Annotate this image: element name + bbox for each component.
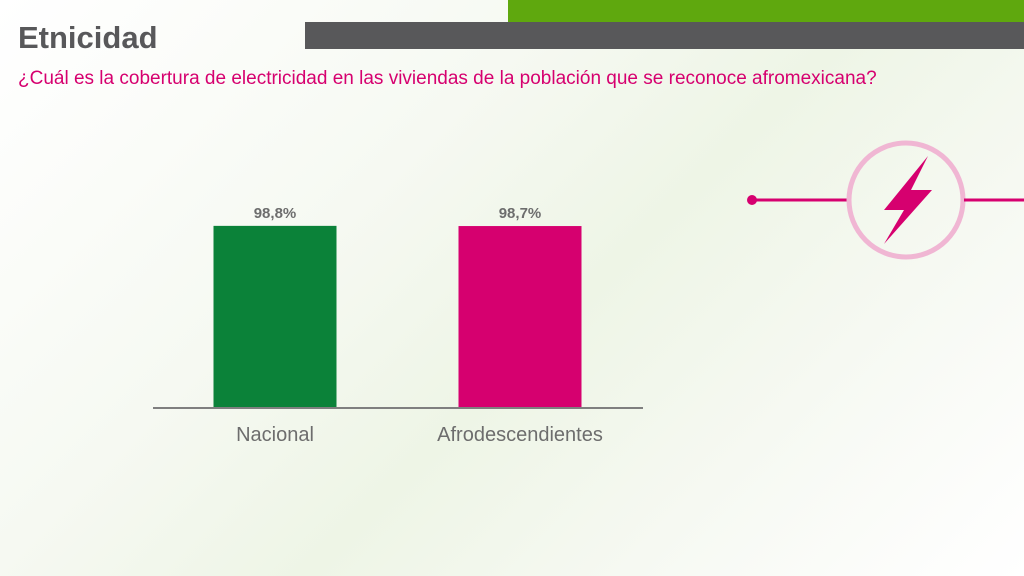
header-accent-green-bar	[508, 0, 1024, 22]
page-subtitle: ¿Cuál es la cobertura de electricidad en…	[18, 68, 877, 89]
icon-ring	[846, 140, 966, 260]
data-label: 98,7%	[499, 205, 542, 222]
data-label: 98,8%	[254, 205, 297, 222]
header-accent-gray-bar	[305, 22, 1024, 49]
page-title: Etnicidad	[18, 20, 158, 55]
electricity-icon-group	[744, 140, 1024, 262]
bar-afrodescendientes	[458, 226, 582, 408]
lightning-bolt-shape	[884, 156, 932, 244]
connector-dot	[747, 195, 757, 205]
category-label: Nacional	[236, 424, 314, 446]
bar-nacional	[213, 225, 337, 408]
category-label: Afrodescendientes	[437, 424, 603, 446]
lightning-bolt-icon	[747, 140, 1024, 260]
